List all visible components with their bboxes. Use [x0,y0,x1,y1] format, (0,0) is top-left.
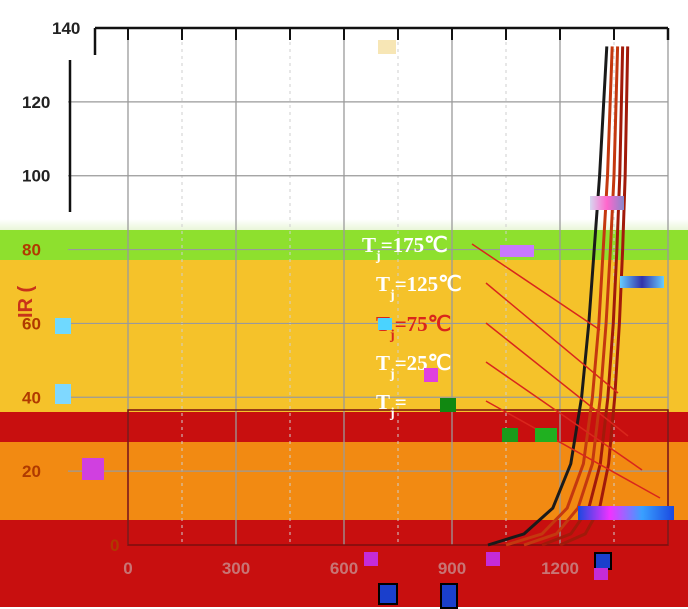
artifact-block [378,583,398,605]
x-axis-ticks: 0 300 600 900 1200 [123,559,579,578]
series-label: Tj=25℃ [376,351,451,382]
series-label: Tj=175℃ [362,233,448,264]
chart-grid [68,28,669,545]
series-labels: Tj=175℃Tj=125℃Tj=75℃Tj=25℃Tj= [362,233,661,499]
y-tick-label: 100 [22,167,50,186]
artifact-block [440,398,456,412]
series-leader-line [485,400,661,499]
y-tick-label: 140 [52,19,80,38]
artifact-block [440,583,458,609]
x-tick-label: 300 [222,559,250,578]
series-leader-line [485,282,619,394]
series-leader-line [485,322,629,437]
artifact-block [500,245,534,257]
series-line [505,46,614,547]
artifact-block [535,428,557,442]
series-line [559,46,630,547]
x-tick-label: 1200 [541,559,579,578]
artifact-block [378,40,396,54]
artifact-block [486,552,500,566]
artifact-block [620,276,664,288]
x-tick-label: 0 [123,559,132,578]
x-tick-label: 600 [330,559,358,578]
artifact-block [590,196,624,210]
y-tick-label: 60 [22,314,41,333]
artifact-block [55,318,71,334]
artifact-block [82,458,104,480]
y-tick-label: 40 [22,388,41,407]
y-tick-label: 0 [110,536,119,555]
artifact-block [55,384,71,404]
frame-lower-box [127,409,669,546]
artifact-block [502,428,518,442]
artifact-block [578,506,674,520]
y-tick-label: 20 [22,462,41,481]
chart-series [487,46,630,547]
x-tick-label: 900 [438,559,466,578]
series-leader-line [485,361,643,471]
y-axis-ticks: 20 40 60 80 100 120 140 0 [22,19,119,555]
series-leader-line [471,243,601,331]
artifact-block [378,318,392,330]
artifact-block [594,568,608,580]
artifact-block [364,552,378,566]
y-tick-label: 120 [22,93,50,112]
series-label: Tj= [376,390,407,421]
artifact-block [424,368,438,382]
y-axis-label: IR ( [15,285,37,318]
series-label: Tj=125℃ [376,272,462,303]
chart-frame [68,26,670,546]
y-tick-label: 80 [22,241,41,260]
